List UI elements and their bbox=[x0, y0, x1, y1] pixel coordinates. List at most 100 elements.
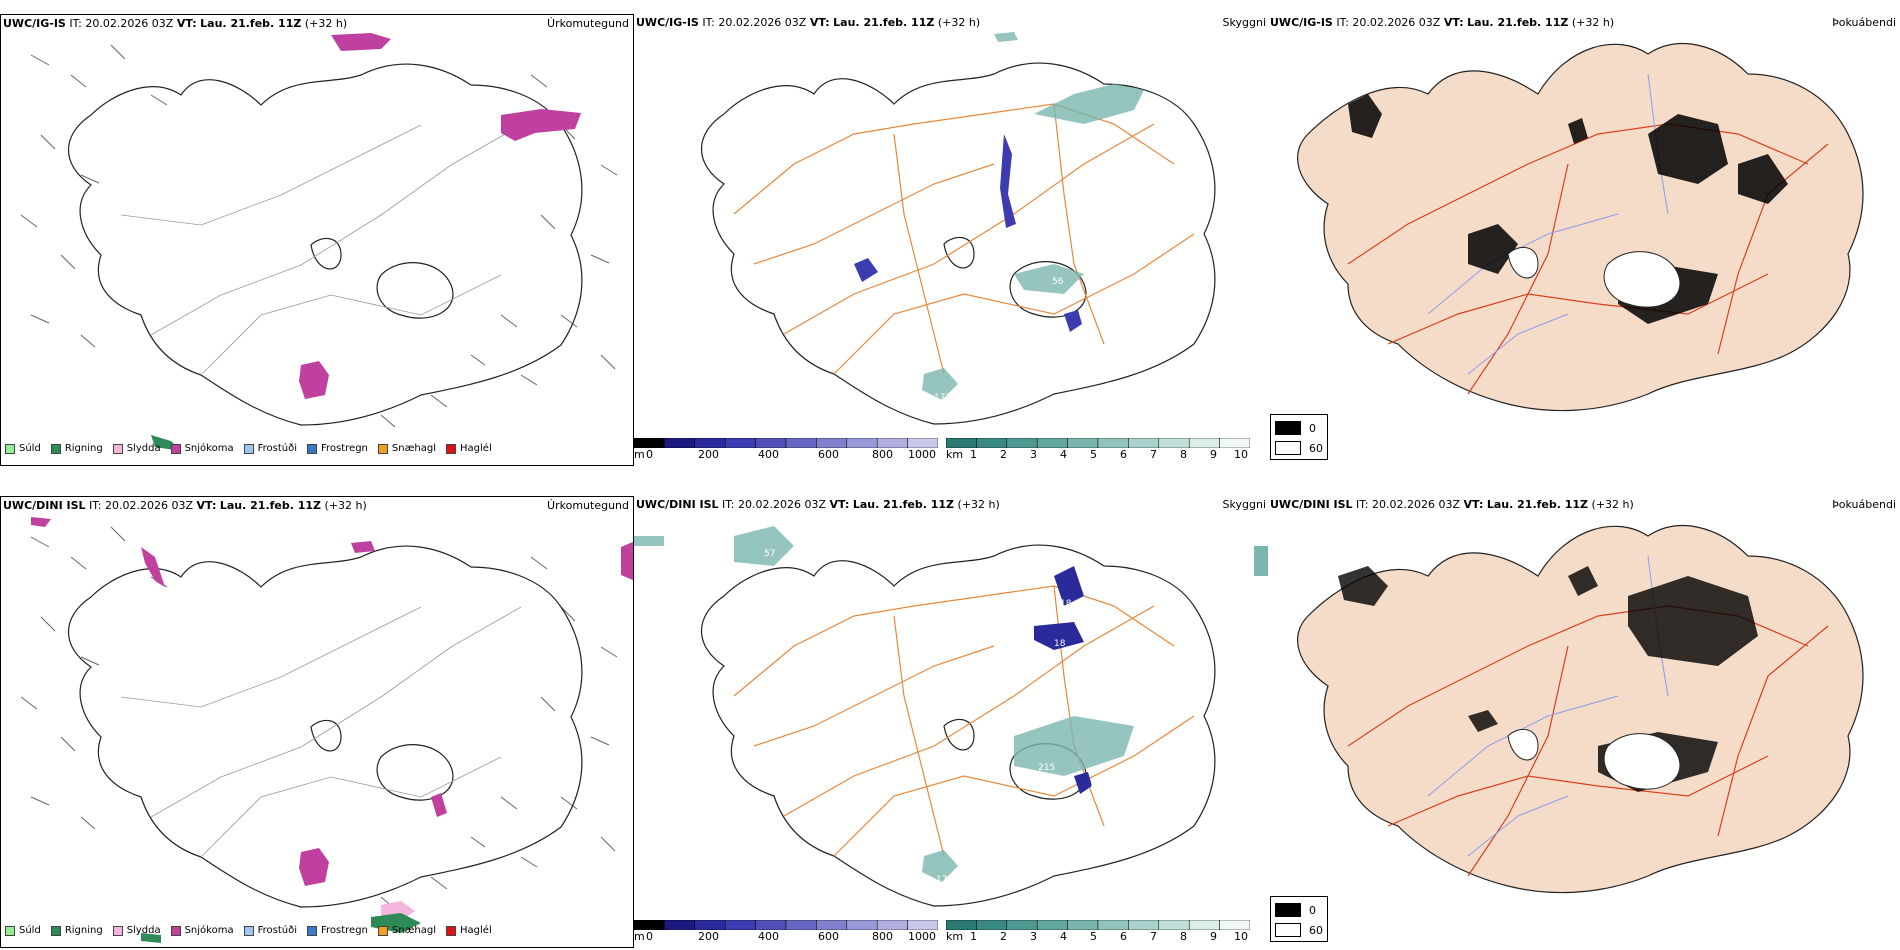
fog-map-bottom bbox=[1297, 525, 1864, 894]
precip-type-panel-bottom: UWC/DINI ISL IT: 20.02.2026 03Z VT: Lau.… bbox=[0, 496, 634, 948]
fog-panel-top: UWC/IG-IS IT: 20.02.2026 03Z VT: Lau. 21… bbox=[1268, 14, 1900, 466]
precip-map-top bbox=[20, 33, 618, 451]
legend-item: Snæhagl bbox=[377, 443, 436, 454]
colorbar-swatch bbox=[634, 919, 665, 931]
colorbar-tick: 8 bbox=[1180, 448, 1187, 461]
colorbar-tick: 2 bbox=[1000, 930, 1007, 943]
colorbar-swatch bbox=[907, 919, 939, 931]
colorbar-swatch bbox=[694, 437, 726, 449]
panel-title: UWC/IG-IS IT: 20.02.2026 03Z VT: Lau. 21… bbox=[1270, 16, 1615, 29]
colorbar-swatch bbox=[664, 437, 696, 449]
fog-panel-bottom: UWC/DINI ISL IT: 20.02.2026 03Z VT: Lau.… bbox=[1268, 496, 1900, 948]
colorbar-swatch bbox=[724, 437, 756, 449]
colorbar-swatch bbox=[846, 919, 878, 931]
colorbar-swatch bbox=[1036, 919, 1068, 931]
cloud-visibility-panel-top: 55 56 56 98 1730 UWC/IG-IS IT: 20.02.202… bbox=[634, 14, 1268, 466]
visibility-areas bbox=[634, 526, 1134, 882]
legend-item: Slydda bbox=[112, 443, 161, 454]
colorbar-tick: 5 bbox=[1090, 448, 1097, 461]
wind-barbs bbox=[20, 44, 618, 428]
colorbar-swatch bbox=[755, 437, 787, 449]
map-value-label: 176 bbox=[936, 875, 953, 885]
colorbar-swatch bbox=[816, 919, 848, 931]
map-value-label: 18 bbox=[1060, 599, 1072, 609]
cloud-base-colorbar: m 0 200 400 600 800 1000 bbox=[634, 437, 939, 462]
visibility-colorbar: km 1 2 3 4 5 6 7 8 9 10 bbox=[945, 919, 1251, 944]
colorbar-tick: 1 bbox=[970, 448, 977, 461]
colorbar-swatch bbox=[1158, 919, 1190, 931]
colorbar-tick: 3 bbox=[1030, 448, 1037, 461]
legend-item: Frostregn bbox=[307, 925, 368, 936]
colorbar-swatch bbox=[976, 919, 1008, 931]
cloud-map-top: 55 56 56 98 1730 bbox=[701, 32, 1216, 425]
legend-item: Haglél bbox=[446, 443, 492, 454]
fog-white bbox=[1507, 728, 1681, 790]
colorbar-swatch bbox=[1097, 437, 1129, 449]
red-roads bbox=[1347, 123, 1829, 395]
road-network bbox=[733, 103, 1195, 375]
colorbar-swatch bbox=[945, 437, 977, 449]
legend-item: Slydda bbox=[112, 925, 161, 936]
colorbar-swatch bbox=[1006, 919, 1038, 931]
colorbar-tick: 9 bbox=[1210, 930, 1217, 943]
colorbar-tick: 0 bbox=[646, 930, 653, 943]
panel-title: UWC/IG-IS IT: 20.02.2026 03Z VT: Lau. 21… bbox=[636, 16, 981, 29]
snow-areas bbox=[31, 517, 633, 886]
fog-legend-top: 0 60 bbox=[1270, 414, 1328, 460]
colorbar-tick: 1 bbox=[970, 930, 977, 943]
road-lines bbox=[120, 124, 522, 376]
panel-name: Skyggni bbox=[1222, 16, 1266, 29]
colorbar-swatch bbox=[907, 437, 939, 449]
legend-item: Rigning bbox=[50, 443, 103, 454]
map-value-label: 1730 bbox=[934, 393, 957, 403]
legend-item: Snjókoma bbox=[170, 925, 234, 936]
colorbar-swatch bbox=[785, 919, 817, 931]
colorbar-swatch bbox=[816, 437, 848, 449]
fog-legend-row: 0 bbox=[1275, 421, 1316, 435]
colorbar-swatch bbox=[846, 437, 878, 449]
colorbar-swatch bbox=[1158, 437, 1190, 449]
colorbar-swatch bbox=[755, 919, 787, 931]
colorbar-tick: 2 bbox=[1000, 448, 1007, 461]
fog-white bbox=[1507, 246, 1681, 308]
colorbar-tick: 400 bbox=[758, 930, 779, 943]
precip-legend: Súld Rigning Slydda Snjókoma Frostúði Fr… bbox=[5, 443, 492, 454]
colorbar-swatch bbox=[1219, 437, 1251, 449]
colorbar-tick: 800 bbox=[872, 930, 893, 943]
colorbar-swatch bbox=[1128, 919, 1160, 931]
panel-name: Úrkomutegund bbox=[547, 17, 629, 30]
map-value-label: 55 bbox=[1076, 125, 1087, 135]
cloud-visibility-panel-bottom: 57 215 16 18 18 176 UWC/DINI ISL IT: 20.… bbox=[634, 496, 1268, 948]
colorbar-swatch bbox=[1219, 919, 1251, 931]
fog-legend-row: 60 bbox=[1275, 441, 1323, 455]
panel-title: UWC/DINI ISL IT: 20.02.2026 03Z VT: Lau.… bbox=[636, 498, 1000, 511]
panel-name: Þokuábendi bbox=[1832, 498, 1896, 511]
colorbar-tick: 0 bbox=[646, 448, 653, 461]
map-value-label: 16 bbox=[1090, 779, 1102, 789]
colorbar-unit: m bbox=[634, 930, 645, 943]
colorbar-tick: 3 bbox=[1030, 930, 1037, 943]
fog-legend-row: 0 bbox=[1275, 903, 1316, 917]
cloud-colorbar-swatches bbox=[634, 437, 939, 449]
cloud-colorbar-swatches bbox=[634, 919, 939, 931]
colorbar-tick: 200 bbox=[698, 448, 719, 461]
fog-legend-bottom: 0 60 bbox=[1270, 896, 1328, 942]
iceland-outline bbox=[68, 545, 583, 908]
fog-map-top bbox=[1297, 43, 1864, 412]
map-value-label: 56 bbox=[1052, 277, 1064, 287]
map-value-label: 57 bbox=[764, 549, 775, 559]
legend-item: Súld bbox=[5, 925, 41, 936]
fog-legend-row: 60 bbox=[1275, 923, 1323, 937]
colorbar-tick: 6 bbox=[1120, 930, 1127, 943]
panel-title: UWC/DINI ISL IT: 20.02.2026 03Z VT: Lau.… bbox=[1270, 498, 1634, 511]
precip-legend: Súld Rigning Slydda Snjókoma Frostúði Fr… bbox=[5, 925, 492, 936]
legend-item: Frostregn bbox=[307, 443, 368, 454]
visibility-colorbar: km 1 2 3 4 5 6 7 8 9 10 bbox=[945, 437, 1251, 462]
panel-name: Skyggni bbox=[1222, 498, 1266, 511]
panel-name: Úrkomutegund bbox=[547, 499, 629, 512]
colorbar-swatch bbox=[1188, 919, 1220, 931]
colorbar-swatch bbox=[694, 919, 726, 931]
colorbar-tick: 600 bbox=[818, 930, 839, 943]
panel-title: UWC/DINI ISL IT: 20.02.2026 03Z VT: Lau.… bbox=[3, 499, 367, 512]
road-lines bbox=[120, 606, 522, 858]
